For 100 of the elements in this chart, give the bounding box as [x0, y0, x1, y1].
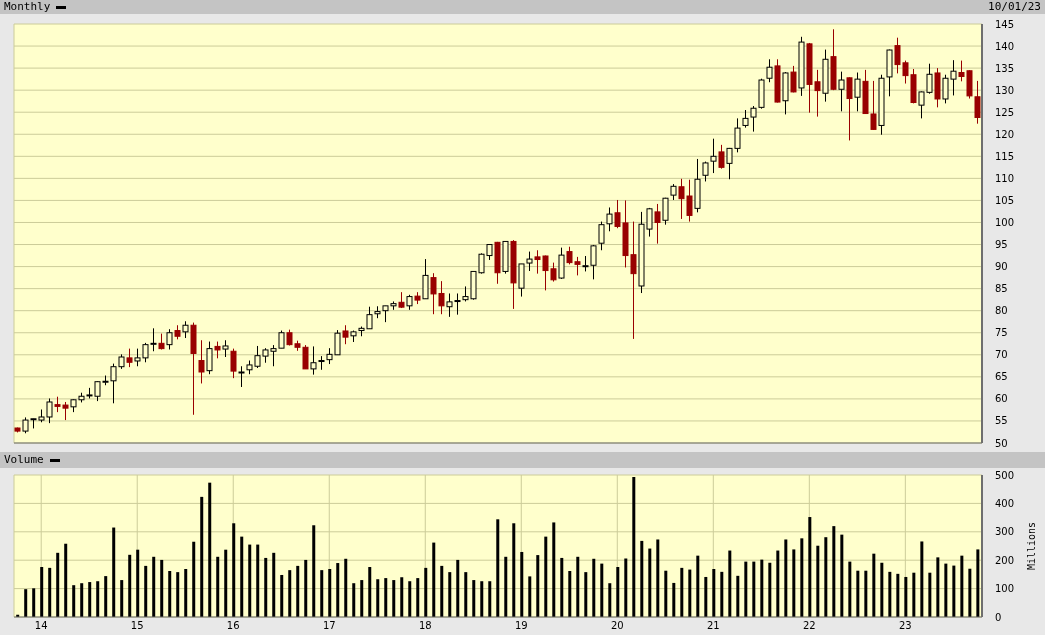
bar — [952, 565, 956, 617]
bar — [480, 581, 484, 617]
bar — [104, 576, 108, 617]
y-tick-label: 400 — [995, 497, 1015, 509]
candlestick — [718, 144, 725, 170]
y-tick-label: 50 — [995, 437, 1008, 449]
x-tick-label: 18 — [418, 620, 432, 632]
bar — [904, 576, 908, 617]
bar — [848, 561, 852, 617]
bar — [824, 537, 828, 617]
bar — [488, 581, 492, 617]
bar — [80, 583, 84, 617]
bar — [944, 563, 948, 617]
candlestick — [206, 341, 213, 375]
bar — [152, 556, 156, 617]
x-tick-label: 14 — [34, 620, 48, 632]
x-tick-label: 20 — [610, 620, 624, 632]
bar — [280, 574, 284, 617]
x-tick-label: 16 — [226, 620, 240, 632]
bar — [688, 569, 692, 617]
bar — [464, 572, 468, 617]
candlestick — [166, 328, 173, 350]
bar — [712, 569, 716, 617]
x-tick-label: 15 — [130, 620, 144, 632]
candlestick — [598, 221, 605, 251]
candlestick — [710, 138, 717, 174]
bar — [640, 540, 644, 617]
y-tick-label: 65 — [995, 371, 1008, 383]
candlestick — [654, 203, 661, 245]
y-axis-title: Millions — [1025, 521, 1037, 571]
bar — [416, 578, 420, 617]
bar — [568, 570, 572, 617]
bar — [192, 541, 196, 617]
chart-title: Volume — [4, 452, 44, 468]
y-tick-label: 75 — [995, 327, 1008, 339]
bar — [504, 556, 508, 617]
bar — [120, 580, 124, 617]
bar — [64, 543, 68, 617]
bar — [704, 576, 708, 617]
bar — [240, 536, 244, 617]
bar — [776, 550, 780, 617]
bar — [96, 581, 100, 617]
y-tick-label: 300 — [995, 526, 1015, 538]
bar — [112, 527, 116, 617]
bar — [920, 541, 924, 617]
bar — [544, 536, 548, 617]
bar — [856, 570, 860, 617]
bar — [40, 567, 44, 617]
bar — [288, 570, 292, 617]
bar — [400, 577, 404, 617]
bar — [592, 558, 596, 617]
bar — [320, 570, 324, 617]
y-tick-label: 115 — [995, 150, 1015, 162]
bar — [728, 550, 732, 617]
candlestick — [342, 324, 349, 345]
bar — [536, 555, 540, 617]
bar — [136, 549, 140, 617]
candlestick — [198, 339, 205, 384]
bar — [184, 569, 188, 617]
x-tick-label: 22 — [802, 620, 816, 632]
bar — [656, 539, 660, 617]
candlestick — [790, 65, 797, 93]
bar — [352, 583, 356, 617]
bar — [376, 579, 380, 617]
x-tick-label: 23 — [898, 620, 912, 632]
candlestick — [558, 247, 565, 280]
bar — [384, 578, 388, 617]
bar — [664, 570, 668, 617]
bar — [496, 519, 500, 617]
bar — [960, 555, 964, 617]
bar — [648, 548, 652, 617]
bar — [976, 549, 980, 617]
y-tick-label: 95 — [995, 239, 1008, 251]
y-tick-label: 70 — [995, 349, 1008, 361]
bar — [392, 580, 396, 617]
y-tick-label: 130 — [995, 84, 1015, 96]
bar — [552, 522, 556, 617]
bar — [24, 589, 28, 617]
bar — [368, 567, 372, 617]
bar — [800, 538, 804, 617]
bar — [600, 563, 604, 617]
bar — [304, 559, 308, 617]
y-tick-label: 140 — [995, 40, 1015, 52]
bar — [632, 476, 636, 617]
bar — [736, 575, 740, 617]
candlestick — [230, 348, 237, 379]
bar — [760, 559, 764, 617]
x-tick-label: 21 — [706, 620, 720, 632]
y-tick-label: 85 — [995, 283, 1008, 295]
bar — [912, 572, 916, 617]
bar — [880, 562, 884, 617]
y-tick-label: 0 — [995, 611, 1002, 623]
bar — [936, 557, 940, 617]
bar — [456, 559, 460, 617]
y-tick-label: 135 — [995, 62, 1015, 74]
bar — [208, 482, 212, 617]
candlestick — [422, 258, 429, 300]
bar — [160, 559, 164, 617]
y-tick-label: 500 — [995, 469, 1015, 481]
bar — [560, 557, 564, 617]
